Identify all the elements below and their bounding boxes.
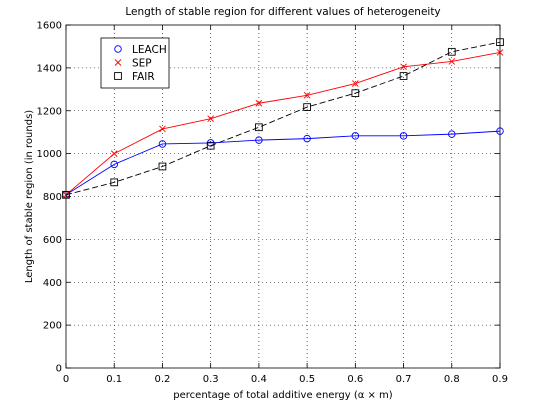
legend-marker-fair <box>114 72 122 80</box>
series-layer <box>62 38 504 199</box>
x-tick-label: 0.8 <box>444 374 460 385</box>
x-tick-label: 0.2 <box>154 374 170 385</box>
x-tick-label: 0.5 <box>299 374 315 385</box>
legend-marker-leach <box>114 45 122 53</box>
data-point-sep <box>110 150 118 157</box>
data-point-sep <box>62 191 70 199</box>
y-tick-label: 800 <box>43 192 62 203</box>
y-tick-label: 400 <box>43 278 62 289</box>
y-tick-label: 200 <box>43 321 62 332</box>
y-tick-label: 1200 <box>37 106 62 117</box>
x-axis-label: percentage of total additive energy (α ×… <box>173 390 393 401</box>
x-tick-label: 0.9 <box>492 374 508 385</box>
x-marker-stroke <box>159 125 166 133</box>
data-point-fair <box>496 38 504 47</box>
x-marker-stroke <box>114 59 122 66</box>
grid <box>66 25 500 368</box>
legend-label-fair: FAIR <box>132 71 155 83</box>
series-line-fair <box>65 41 501 196</box>
data-point-fair <box>351 89 360 98</box>
data-point-sep <box>496 49 504 56</box>
series-line-sep <box>65 51 501 196</box>
data-point-sep <box>352 80 359 87</box>
x-marker-stroke <box>207 115 214 123</box>
legend-box <box>100 37 170 89</box>
x-marker-stroke <box>496 49 504 56</box>
series-fair <box>62 38 504 199</box>
data-point-leach <box>158 140 167 148</box>
x-tick-label: 0 <box>63 374 69 385</box>
data-point-sep <box>303 91 311 99</box>
data-point-fair <box>158 162 167 171</box>
data-point-fair <box>206 141 215 150</box>
series-leach <box>62 127 504 199</box>
data-point-leach <box>351 132 360 140</box>
x-marker-stroke <box>400 63 407 71</box>
legend-label-sep: SEP <box>132 58 152 70</box>
data-point-leach <box>448 130 456 138</box>
x-tick-label: 0.3 <box>203 374 219 385</box>
data-point-leach <box>303 134 311 143</box>
x-tick-label: 0.6 <box>347 374 363 385</box>
x-marker-stroke <box>303 91 311 99</box>
plot-border <box>65 24 501 369</box>
data-point-sep <box>255 99 263 107</box>
series-sep <box>62 49 504 199</box>
series-line-leach <box>65 130 501 196</box>
x-marker-stroke <box>110 150 118 157</box>
legend-marker-sep <box>114 59 122 66</box>
data-point-leach <box>110 160 118 169</box>
data-point-leach <box>399 132 408 140</box>
axes: 0 0.1 0.2 0.3 0.4 0.5 0.6 0.7 0.8 0.9 0 200 400 600 80… <box>37 21 508 386</box>
chart-title: Length of stable region for different va… <box>125 6 440 18</box>
y-axis-label: Length of stable region (in rounds) <box>24 110 35 283</box>
x-marker-stroke <box>62 191 70 199</box>
data-point-fair <box>110 178 119 187</box>
x-marker-stroke <box>352 80 359 87</box>
x-marker-stroke <box>448 58 456 65</box>
data-point-sep <box>448 58 456 65</box>
data-point-leach <box>255 136 263 144</box>
data-point-sep <box>400 63 407 71</box>
y-tick-label: 1400 <box>37 63 62 74</box>
data-point-sep <box>207 115 214 123</box>
x-tick-label: 0.1 <box>106 374 122 385</box>
data-point-fair <box>62 190 70 199</box>
y-tick-label: 1000 <box>37 149 62 160</box>
legend-label-leach: LEACH <box>132 44 167 56</box>
y-tick-label: 1600 <box>37 21 62 32</box>
data-point-fair <box>255 123 263 132</box>
data-point-leach <box>496 127 504 135</box>
data-point-sep <box>159 125 166 133</box>
data-point-fair <box>399 72 408 80</box>
data-point-fair <box>303 103 311 111</box>
y-tick-label: 600 <box>43 235 62 246</box>
data-point-fair <box>447 47 456 56</box>
x-tick-label: 0.4 <box>251 374 267 385</box>
x-marker-stroke <box>255 99 263 107</box>
x-tick-label: 0.7 <box>396 374 412 385</box>
y-tick-label: 0 <box>56 364 62 375</box>
